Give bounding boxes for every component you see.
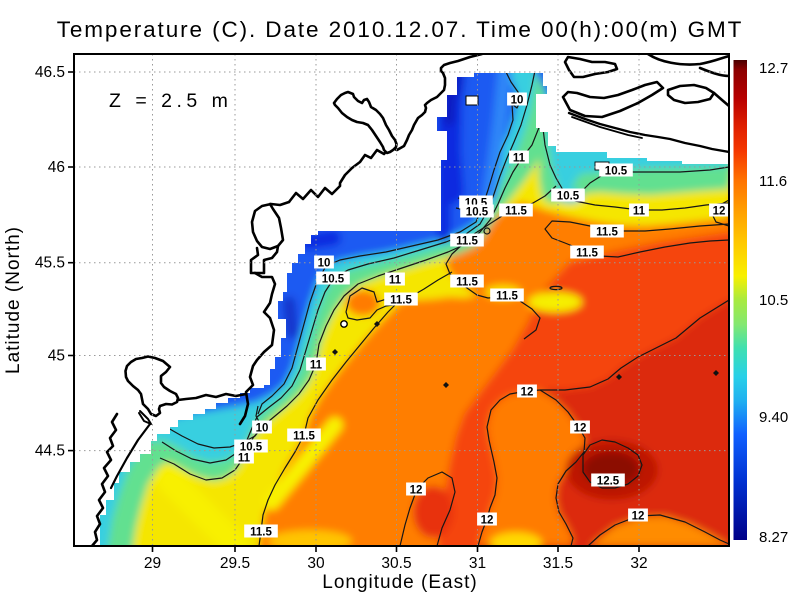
svg-text:Latitude (North): Latitude (North) xyxy=(3,226,24,374)
svg-text:11.5: 11.5 xyxy=(505,206,527,218)
svg-text:29: 29 xyxy=(144,555,161,572)
svg-text:30.5: 30.5 xyxy=(381,555,411,572)
svg-text:10.5: 10.5 xyxy=(605,166,628,178)
svg-text:12: 12 xyxy=(574,423,587,435)
svg-text:10: 10 xyxy=(511,95,524,107)
svg-text:8.27: 8.27 xyxy=(759,529,788,546)
svg-text:12: 12 xyxy=(521,387,534,399)
svg-text:31: 31 xyxy=(469,555,486,572)
svg-text:10.5: 10.5 xyxy=(759,292,788,309)
svg-text:11: 11 xyxy=(310,360,323,372)
svg-text:32: 32 xyxy=(630,555,647,572)
svg-text:12.5: 12.5 xyxy=(597,476,620,488)
svg-text:11: 11 xyxy=(238,453,251,465)
svg-text:12: 12 xyxy=(632,511,645,523)
svg-text:12: 12 xyxy=(713,206,726,218)
svg-text:30: 30 xyxy=(307,555,325,572)
svg-text:11.5: 11.5 xyxy=(293,431,315,443)
svg-text:46.5: 46.5 xyxy=(35,64,65,81)
svg-text:11.5: 11.5 xyxy=(496,291,518,303)
svg-text:11: 11 xyxy=(633,206,646,218)
svg-text:Longitude (East): Longitude (East) xyxy=(322,572,477,593)
svg-text:11.5: 11.5 xyxy=(390,295,412,307)
svg-text:45: 45 xyxy=(48,348,65,365)
svg-text:10: 10 xyxy=(256,423,269,435)
svg-text:11.5: 11.5 xyxy=(456,236,478,248)
svg-text:12.7: 12.7 xyxy=(759,60,788,77)
svg-text:9.40: 9.40 xyxy=(759,409,788,426)
svg-text:12: 12 xyxy=(410,485,423,497)
svg-text:10.5: 10.5 xyxy=(557,191,580,203)
svg-text:11.5: 11.5 xyxy=(456,277,478,289)
svg-text:45.5: 45.5 xyxy=(35,255,65,272)
svg-text:10: 10 xyxy=(318,258,331,270)
svg-text:11.6: 11.6 xyxy=(759,173,787,190)
svg-text:Temperature (C). Date 2010.12.: Temperature (C). Date 2010.12.07. Time 0… xyxy=(57,17,744,42)
svg-text:11.5: 11.5 xyxy=(596,227,618,239)
svg-text:11.5: 11.5 xyxy=(250,527,272,539)
svg-text:46: 46 xyxy=(48,159,65,176)
svg-text:44.5: 44.5 xyxy=(35,443,65,460)
svg-text:11.5: 11.5 xyxy=(576,248,598,260)
svg-text:29.5: 29.5 xyxy=(220,555,250,572)
svg-text:11: 11 xyxy=(389,275,402,287)
svg-text:10.5: 10.5 xyxy=(322,274,345,286)
svg-text:11: 11 xyxy=(513,153,526,165)
svg-text:10.5: 10.5 xyxy=(466,207,489,219)
svg-text:Z = 2.5 m: Z = 2.5 m xyxy=(109,90,232,112)
svg-text:31.5: 31.5 xyxy=(543,555,573,572)
svg-text:12: 12 xyxy=(481,515,494,527)
